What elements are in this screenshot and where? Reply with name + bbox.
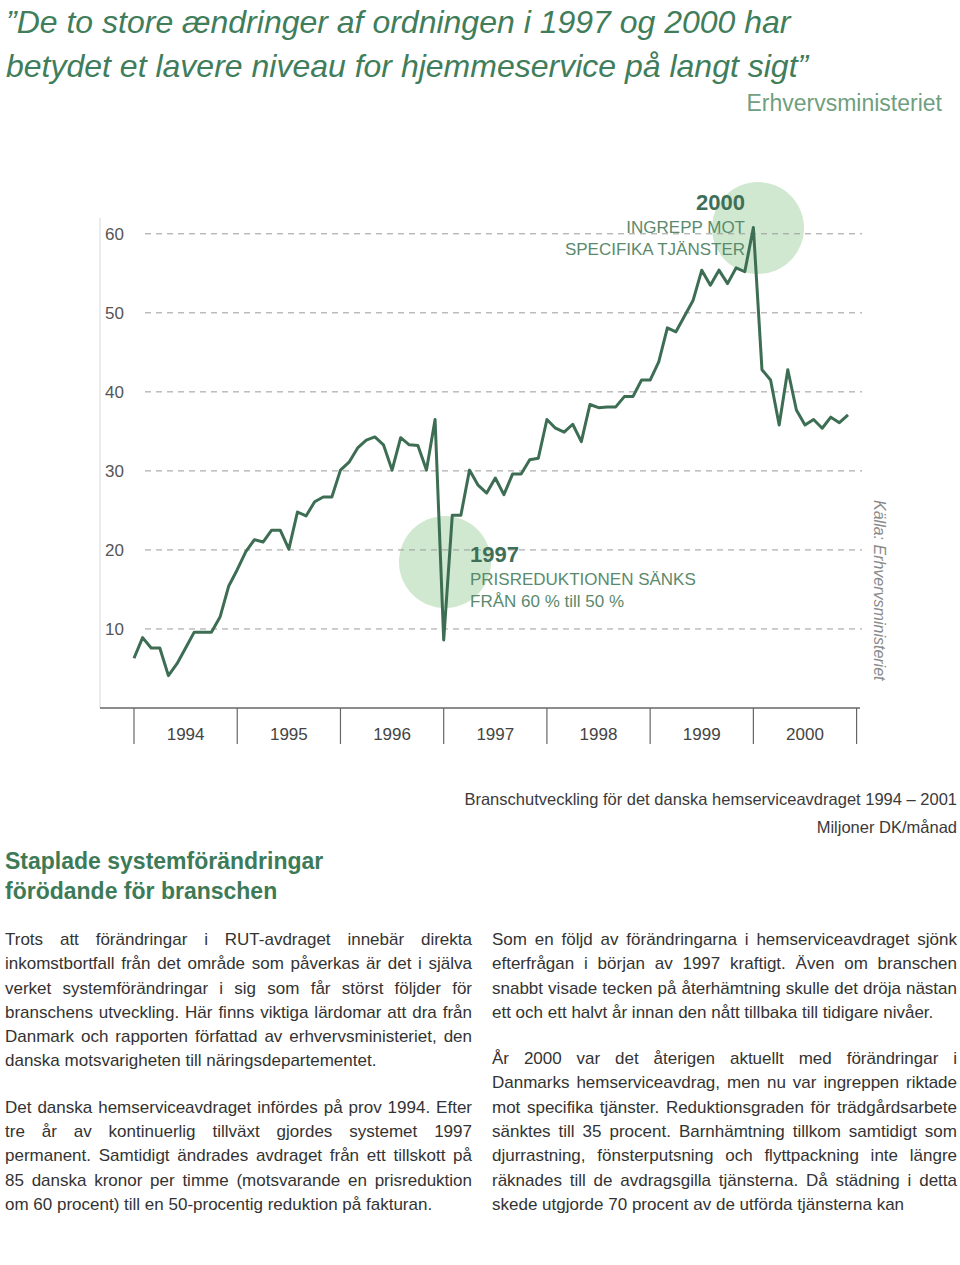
quote-line: ”De to store ændringer af ordningen i 19…	[6, 0, 808, 44]
text-column: Trots att förändringar i RUT-avdraget in…	[5, 928, 472, 1239]
y-tick-label: 10	[105, 620, 124, 639]
paragraph: År 2000 var det återigen aktuellt med fö…	[492, 1047, 957, 1217]
heading-line: förödande för branschen	[5, 876, 323, 906]
x-tick	[546, 708, 547, 744]
annotation-text: PRISREDUKTIONEN SÄNKS	[470, 570, 696, 589]
grid-line	[145, 312, 862, 313]
paragraph: Trots att förändringar i RUT-avdraget in…	[5, 928, 472, 1074]
paragraph: Det danska hemserviceavdraget infördes p…	[5, 1096, 472, 1217]
quote-source: Erhvervsministeriet	[746, 90, 942, 117]
data-line	[134, 227, 848, 675]
annotation-text: FRÅN 60 % till 50 %	[470, 592, 624, 611]
y-tick-label: 40	[105, 383, 124, 402]
annotation-text: SPECIFIKA TJÄNSTER	[565, 240, 745, 259]
x-tick-label: 2000	[786, 725, 824, 744]
y-tick-label: 60	[105, 225, 124, 244]
x-tick-label: 1996	[373, 725, 411, 744]
x-tick	[340, 708, 341, 744]
x-tick	[443, 708, 444, 744]
annotation-title: 2000	[696, 190, 745, 215]
x-tick-label: 1999	[683, 725, 721, 744]
x-tick	[753, 708, 754, 744]
grid-line	[145, 391, 862, 392]
y-tick-label: 30	[105, 462, 124, 481]
text-column: Som en följd av förändringarna i hemserv…	[492, 928, 957, 1239]
chart-title: Branschutveckling för det danska hemserv…	[464, 790, 957, 809]
x-tick	[237, 708, 238, 744]
x-tick	[650, 708, 651, 744]
x-axis-line	[100, 707, 860, 709]
grid-line	[145, 628, 862, 629]
x-tick-label: 1997	[476, 725, 514, 744]
grid-line	[145, 470, 862, 471]
plot-area	[134, 227, 848, 675]
paragraph: Som en följd av förändringarna i hemserv…	[492, 928, 957, 1025]
x-tick	[856, 708, 857, 744]
x-tick	[133, 708, 134, 744]
source: Källa: Erhvervsministeriet	[871, 500, 888, 681]
x-tick-label: 1995	[270, 725, 308, 744]
heading-line: Staplade systemförändringar	[5, 846, 323, 876]
y-tick-label: 20	[105, 541, 124, 560]
y-tick-label: 50	[105, 304, 124, 323]
x-tick-label: 1998	[580, 725, 618, 744]
quote-line: betydet et lavere niveau for hjemmeservi…	[6, 44, 808, 88]
annotation-title: 1997	[470, 542, 519, 567]
heading: Staplade systemförändringarförödande för…	[5, 846, 323, 906]
x-tick-label: 1994	[167, 725, 205, 744]
annotation-text: INGREPP MOT	[626, 218, 745, 237]
y-axis-label: Miljoner DK/månad	[817, 818, 957, 837]
quote: ”De to store ændringer af ordningen i 19…	[6, 0, 808, 88]
y-axis-line	[100, 218, 101, 708]
chart: 10 20 30 40 50 60 1994 1995 1996 1997 1998 1999 2000…	[0, 0, 960, 780]
